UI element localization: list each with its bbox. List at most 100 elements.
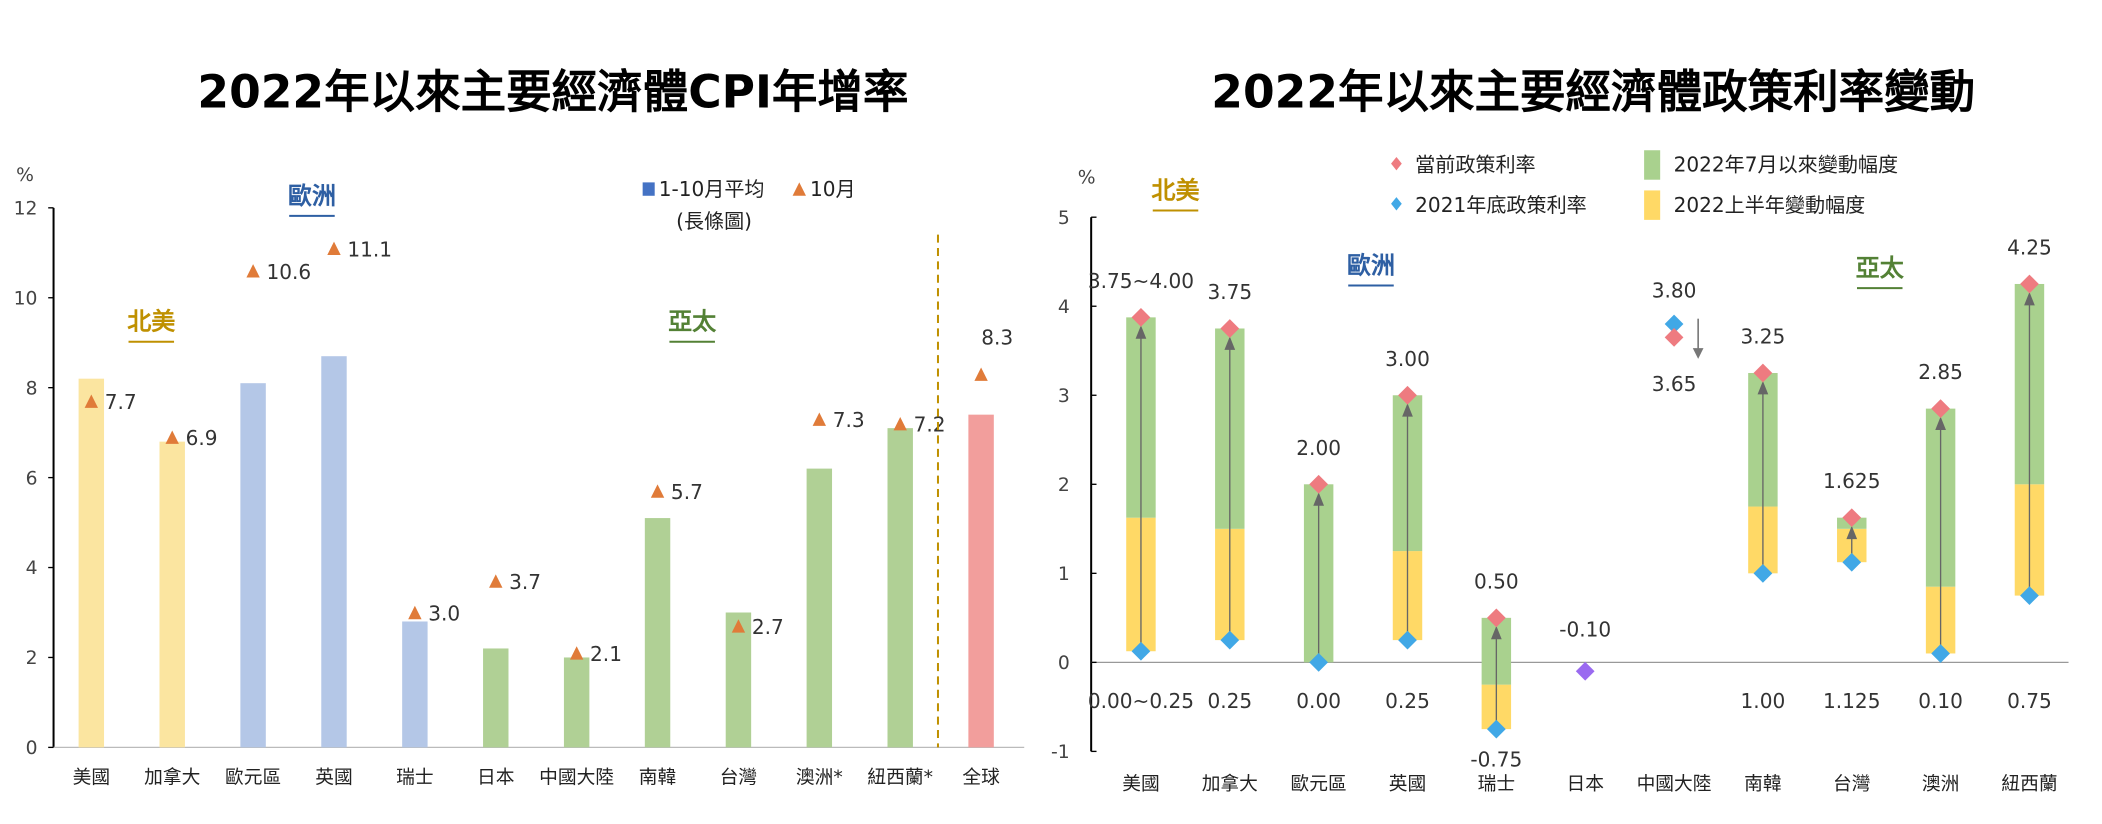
legend-avg-label: 1-10月平均 (659, 177, 765, 201)
rate-2021-diamond (1309, 652, 1329, 672)
y-tick-label: 1 (1058, 564, 1070, 585)
cpi-y-unit: % (16, 165, 34, 186)
rate-y-unit: % (1078, 168, 1096, 189)
bar-avg (483, 648, 509, 748)
data-label: 10.6 (266, 260, 311, 284)
marker-oct-triangle (812, 412, 827, 426)
data-label-top: 3.80 (1652, 278, 1697, 302)
green-swatch (1644, 150, 1661, 180)
data-label-bottom: 0.75 (2007, 689, 2052, 713)
data-label-top: -0.10 (1559, 617, 1611, 641)
data-label-bottom: 0.10 (1918, 689, 1963, 713)
data-label: 3.0 (428, 602, 460, 626)
rate-legend: 當前政策利率 2021年底政策利率 2022年7月以來變動幅度 2022上半年變… (1391, 150, 1898, 220)
legend-avg-note: (長條圖) (676, 209, 752, 233)
x-tick-label: 南韓 (639, 768, 676, 789)
x-tick-label: 瑞士 (396, 768, 433, 789)
x-tick-label: 瑞士 (1478, 774, 1515, 795)
x-tick-label: 英國 (1389, 774, 1426, 795)
up-arrow-icon (1224, 336, 1236, 350)
down-arrow-icon (1692, 348, 1704, 359)
legend-current-rate: 當前政策利率 (1391, 153, 1536, 177)
cpi-plot: 0 2 4 6 8 10 12 7.7 美國 6.9 加拿大 10.6 歐元區 11.1 英國 3.0 瑞士 3.… (14, 199, 1025, 789)
y-tick-label: 12 (14, 199, 38, 220)
x-tick-label: 台灣 (720, 768, 757, 789)
x-tick-label: 日本 (477, 768, 515, 789)
data-label-bottom: 1.00 (1741, 689, 1786, 713)
x-tick-label: 英國 (315, 768, 352, 789)
data-label: 2.1 (590, 642, 622, 666)
data-label-bottom: 3.65 (1652, 372, 1697, 396)
y-tick-label: 3 (1058, 386, 1070, 407)
up-arrow-icon (2024, 292, 2035, 306)
marker-oct-triangle (246, 264, 260, 278)
x-tick-label: 澳洲 (1922, 774, 1959, 795)
y-tick-label: 8 (26, 378, 38, 399)
data-label-top: 3.00 (1385, 347, 1430, 371)
x-tick-label: 歐元區 (1291, 774, 1347, 795)
x-tick-label: 紐西蘭* (867, 768, 933, 789)
region-europe-left: 歐洲 (288, 182, 336, 217)
x-tick-label: 美國 (73, 768, 110, 789)
current-rate-diamond (1398, 385, 1417, 405)
x-tick-label: 日本 (1566, 774, 1604, 795)
up-arrow-icon (1935, 416, 1946, 431)
legend-label: 當前政策利率 (1415, 153, 1535, 177)
blue-diamond-icon (1391, 197, 1402, 211)
bar-avg (78, 378, 105, 748)
x-tick-label: 歐元區 (225, 768, 281, 789)
current-rate-diamond (1931, 399, 1950, 418)
marker-oct-triangle (165, 430, 179, 444)
x-tick-label: 加拿大 (1202, 773, 1258, 795)
data-label-top: 4.25 (2007, 236, 2052, 260)
up-arrow-icon (1313, 492, 1325, 506)
unchanged-rate-diamond (1575, 661, 1595, 681)
region-label: 歐洲 (288, 182, 336, 210)
data-label-bottom: 0.00 (1296, 689, 1341, 713)
data-label: 11.1 (347, 237, 392, 261)
data-label-top: 1.625 (1823, 469, 1880, 493)
y-tick-label: 2 (1058, 475, 1070, 496)
y-tick-label: -1 (1051, 742, 1070, 763)
x-tick-label: 全球 (962, 768, 1000, 789)
region-label: 歐洲 (1347, 251, 1395, 279)
region-europe-right: 歐洲 (1347, 251, 1395, 287)
bar-avg (725, 612, 752, 748)
data-label: 2.7 (752, 615, 784, 639)
rate-2021-diamond (1842, 552, 1862, 572)
y-tick-label: 5 (1058, 208, 1070, 229)
region-asia-pacific-left: 亞太 (668, 308, 717, 343)
data-label-bottom: -0.75 (1470, 748, 1522, 772)
region-asia-pacific-right: 亞太 (1856, 254, 1905, 290)
yellow-swatch (1644, 190, 1661, 220)
bar-avg (644, 518, 671, 748)
x-tick-label: 美國 (1122, 774, 1159, 795)
data-label-bottom: 0.25 (1385, 689, 1430, 713)
data-label-top: 3.75 (1207, 280, 1252, 304)
data-label-top: 2.00 (1296, 436, 1341, 460)
bar-avg (159, 441, 185, 748)
data-label-top: 3.75~4.00 (1088, 269, 1194, 293)
x-tick-label: 中國大陸 (1637, 774, 1712, 795)
data-label: 7.3 (833, 408, 865, 432)
rate-2021-diamond (1753, 563, 1773, 583)
data-label: 3.7 (509, 570, 541, 594)
y-tick-label: 10 (14, 288, 38, 309)
region-label: 亞太 (1856, 254, 1905, 282)
data-label: 8.3 (981, 326, 1013, 350)
up-arrow-icon (1402, 403, 1413, 417)
data-label-bottom: 1.125 (1823, 689, 1880, 713)
legend-since-july: 2022年7月以來變動幅度 (1644, 150, 1898, 180)
legend-h1: 2022上半年變動幅度 (1644, 190, 1865, 220)
x-tick-label: 加拿大 (144, 767, 200, 789)
bar-avg (887, 428, 913, 748)
data-label: 6.9 (186, 426, 218, 450)
legend-2021-rate: 2021年底政策利率 (1391, 193, 1587, 217)
data-label: 7.7 (105, 390, 137, 414)
marker-oct-triangle (731, 619, 746, 633)
legend-avg-swatch (642, 182, 655, 196)
rate-chart-title: 2022年以來主要經濟體政策利率變動 (1211, 65, 1975, 118)
x-tick-label: 南韓 (1744, 774, 1781, 795)
marker-oct-triangle (974, 367, 988, 381)
